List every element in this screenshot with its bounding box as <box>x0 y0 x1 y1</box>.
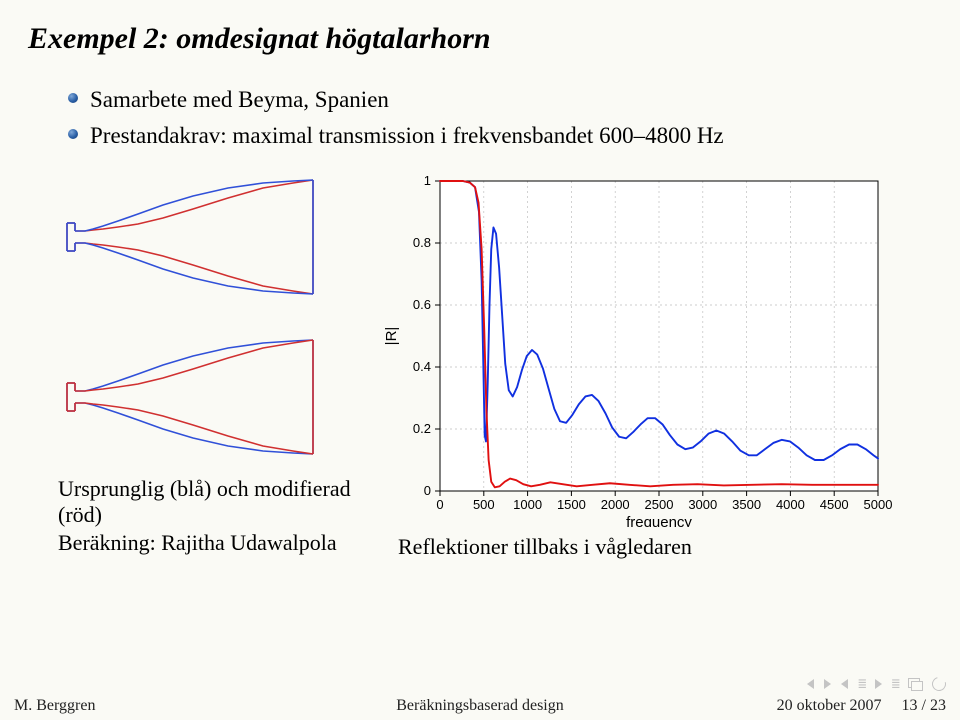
footer-author: M. Berggren <box>14 697 95 715</box>
svg-text:2000: 2000 <box>601 497 630 512</box>
footer-date: 20 oktober 2007 <box>777 697 882 714</box>
svg-text:0.8: 0.8 <box>413 235 431 250</box>
footer-page: 13 / 23 <box>902 697 946 714</box>
svg-text:|R|: |R| <box>383 327 400 346</box>
svg-text:500: 500 <box>473 497 495 512</box>
svg-text:frequency: frequency <box>626 514 692 527</box>
svg-text:4500: 4500 <box>820 497 849 512</box>
svg-text:5000: 5000 <box>864 497 892 512</box>
svg-text:0.6: 0.6 <box>413 297 431 312</box>
svg-text:3500: 3500 <box>732 497 761 512</box>
reflection-chart: 0 500 1000 1500 2000 2500 3000 3500 4000 4500 5000… <box>372 167 892 527</box>
nav-play-icon[interactable] <box>824 679 831 689</box>
nav-prev-icon[interactable] <box>841 679 848 689</box>
slide-title: Exempel 2: omdesignat högtalarhorn <box>28 22 932 56</box>
svg-text:0: 0 <box>436 497 443 512</box>
nav-next-icon[interactable] <box>875 679 882 689</box>
bullet-list: Samarbete med Beyma, Spanien Prestandakr… <box>68 82 932 153</box>
footer-right: 20 oktober 2007 13 / 23 <box>777 697 946 715</box>
svg-text:3000: 3000 <box>688 497 717 512</box>
svg-text:1500: 1500 <box>557 497 586 512</box>
footer-bar: M. Berggren Beräkningsbaserad design 20 … <box>0 696 960 720</box>
nav-loop-icon[interactable] <box>929 674 948 693</box>
nav-stack-icon[interactable] <box>908 678 922 690</box>
nav-icons: ≣ ≣ <box>807 676 946 692</box>
nav-bars-icon[interactable]: ≣ <box>858 676 864 692</box>
caption-left-line2: Beräkning: Rajitha Udawalpola <box>58 530 358 556</box>
nav-bars2-icon[interactable]: ≣ <box>892 676 898 692</box>
nav-first-icon[interactable] <box>807 679 814 689</box>
svg-text:1000: 1000 <box>513 497 542 512</box>
svg-text:1: 1 <box>424 173 431 188</box>
svg-text:0: 0 <box>424 483 431 498</box>
bullet-item: Prestandakrav: maximal transmission i fr… <box>68 118 932 154</box>
svg-text:4000: 4000 <box>776 497 805 512</box>
svg-text:0.2: 0.2 <box>413 421 431 436</box>
horn-diagrams <box>43 167 343 472</box>
caption-right: Reflektioner tillbaks i vågledaren <box>398 534 932 560</box>
svg-text:2500: 2500 <box>645 497 674 512</box>
svg-text:0.4: 0.4 <box>413 359 431 374</box>
bullet-item: Samarbete med Beyma, Spanien <box>68 82 932 118</box>
caption-left-line1: Ursprunglig (blå) och modifierad (röd) <box>58 476 358 528</box>
